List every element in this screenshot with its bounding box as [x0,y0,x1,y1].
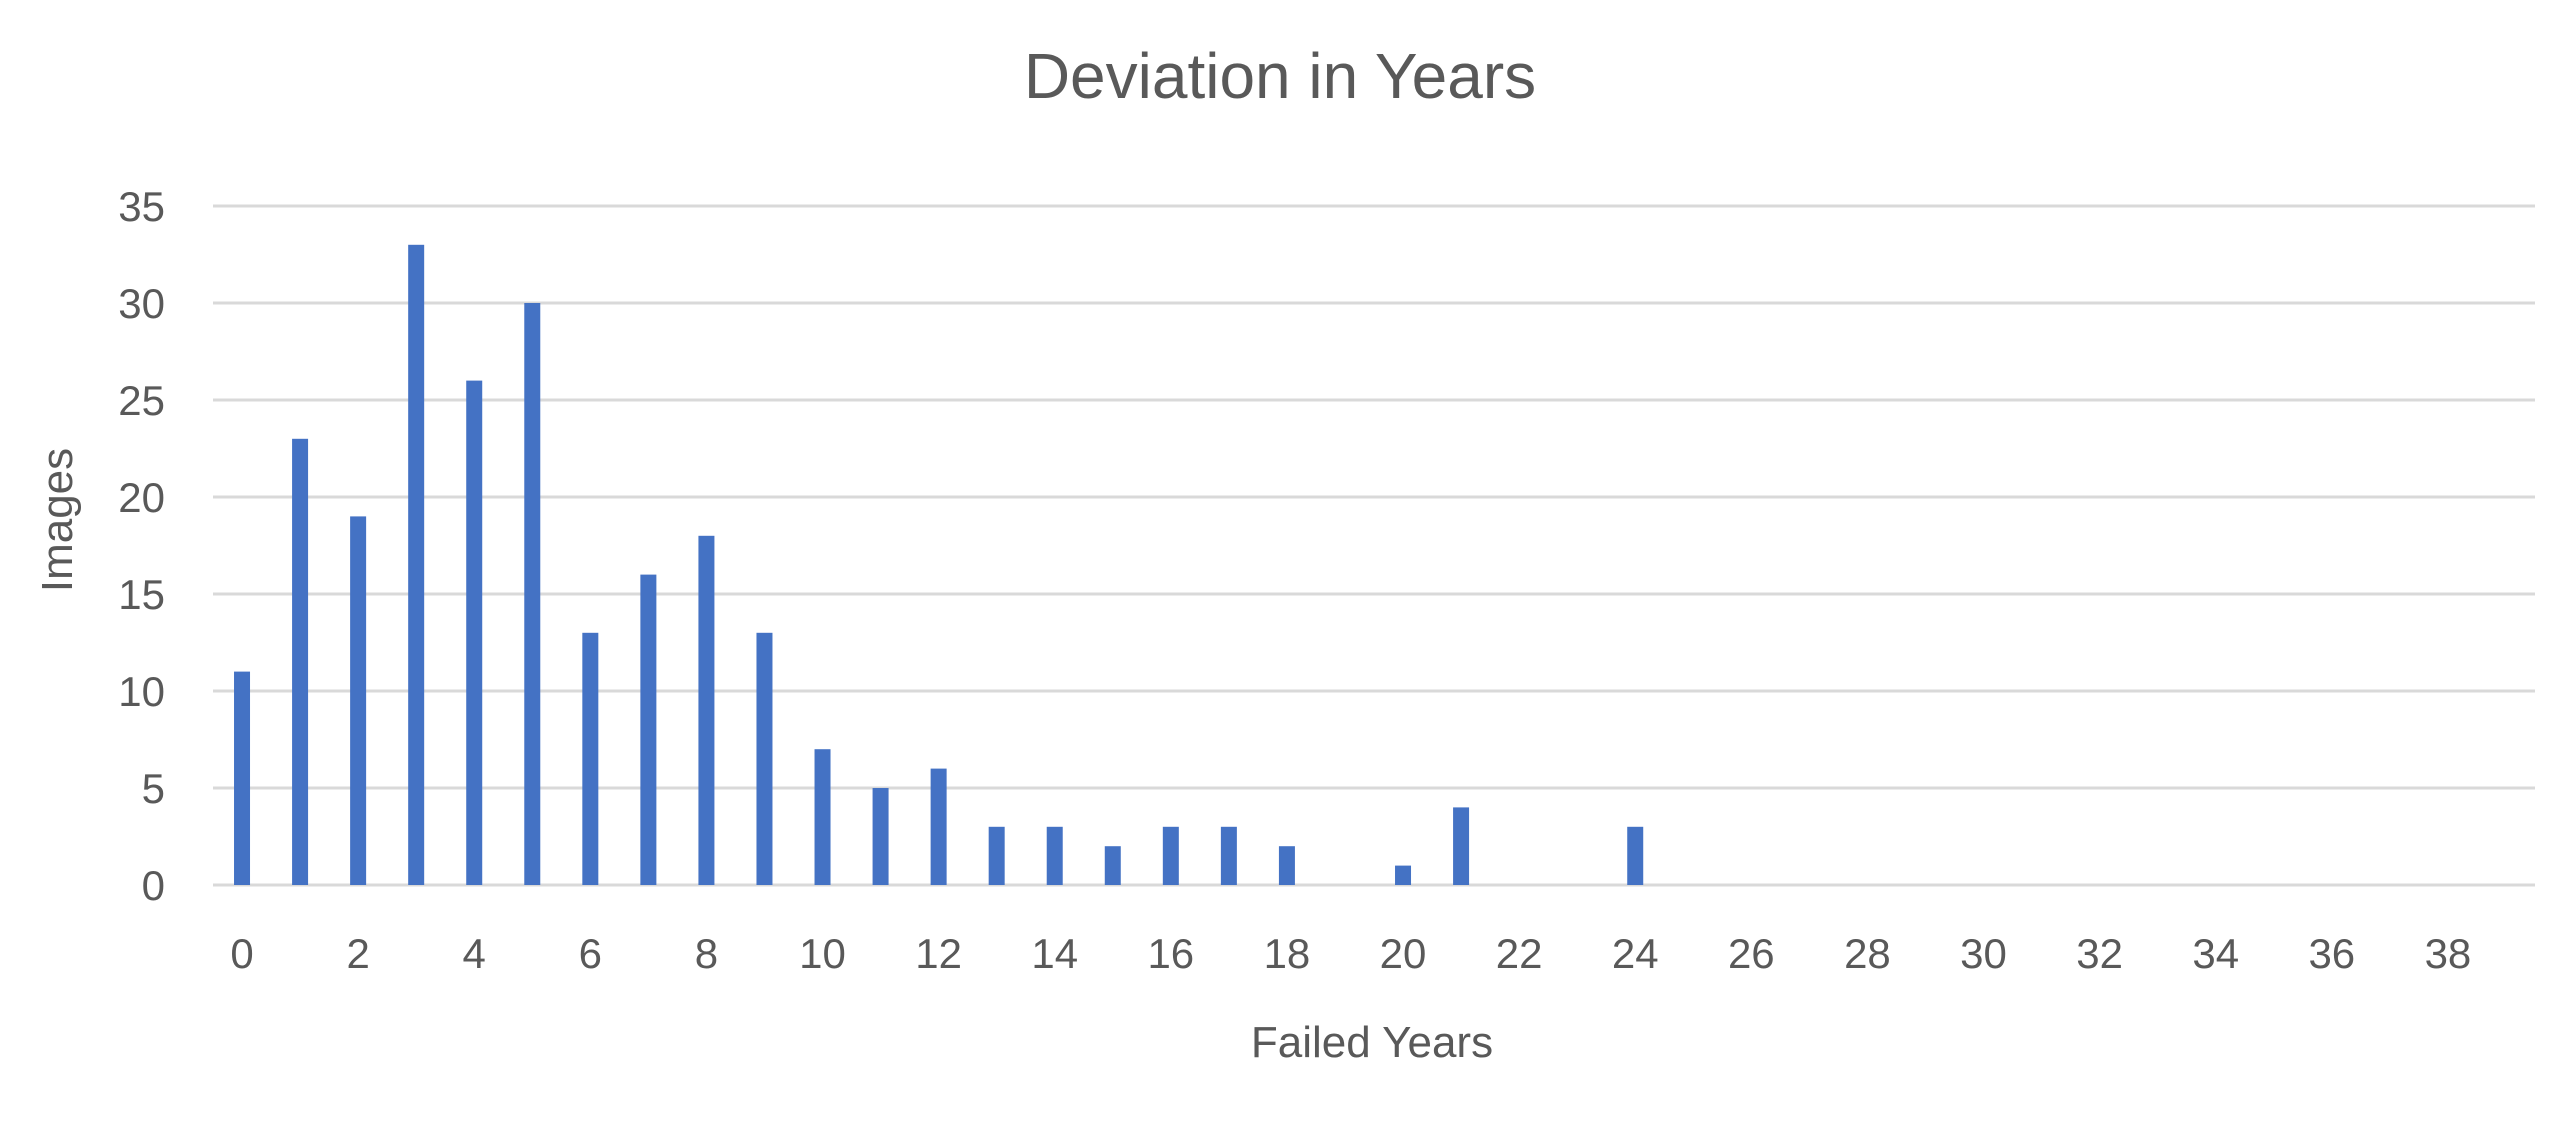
bar [640,574,657,885]
y-tick-label: 15 [118,571,165,618]
x-tick-label: 34 [2192,930,2239,977]
bar [292,438,309,885]
bar [350,516,367,885]
y-tick-label: 25 [118,377,165,424]
bar [1453,807,1470,885]
bar [1162,826,1179,885]
x-tick-label: 10 [799,930,846,977]
bar [698,535,715,885]
x-tick-label: 26 [1728,930,1775,977]
x-tick-label: 22 [1496,930,1543,977]
x-tick-label: 24 [1612,930,1659,977]
bar [814,749,831,885]
bar [466,380,483,885]
x-tick-label: 32 [2076,930,2123,977]
y-tick-label: 35 [118,183,165,230]
x-tick-label: 30 [1960,930,2007,977]
x-axis-label: Failed Years [1251,1018,1493,1067]
y-axis-label: Images [33,448,82,592]
bar [1627,826,1644,885]
x-tick-label: 2 [346,930,369,977]
bars [234,244,1644,886]
x-tick-label: 38 [2425,930,2472,977]
x-tick-label: 8 [695,930,718,977]
y-tick-label: 10 [118,668,165,715]
x-tick-label: 18 [1264,930,1311,977]
bar [1395,865,1412,885]
x-axis-ticks: 0 2 4 6 8 10 12 14 16 18 20 22 24 26 28 30 32 34 36 38 [230,930,2471,977]
y-tick-label: 0 [142,862,165,909]
y-tick-label: 30 [118,280,165,327]
x-tick-label: 36 [2308,930,2355,977]
gridlines [213,204,2535,887]
x-tick-label: 14 [1031,930,1078,977]
bar [1104,846,1121,885]
bar [234,671,251,885]
bar [1220,826,1237,885]
bar [582,632,599,885]
x-tick-label: 4 [463,930,486,977]
x-tick-label: 16 [1147,930,1194,977]
bar [988,826,1005,885]
x-tick-label: 28 [1844,930,1891,977]
x-tick-label: 12 [915,930,962,977]
chart-title: Deviation in Years [1024,40,1536,112]
x-tick-label: 0 [230,930,253,977]
bar [930,768,947,885]
y-axis-ticks: 0 5 10 15 20 25 30 35 [118,183,165,909]
bar [756,632,773,885]
x-tick-label: 20 [1380,930,1427,977]
bar [1046,826,1063,885]
bar [524,303,541,885]
x-tick-label: 6 [579,930,602,977]
bar [408,244,425,886]
bar [872,788,889,885]
y-tick-label: 5 [142,765,165,812]
y-tick-label: 20 [118,474,165,521]
bar [1278,846,1295,885]
